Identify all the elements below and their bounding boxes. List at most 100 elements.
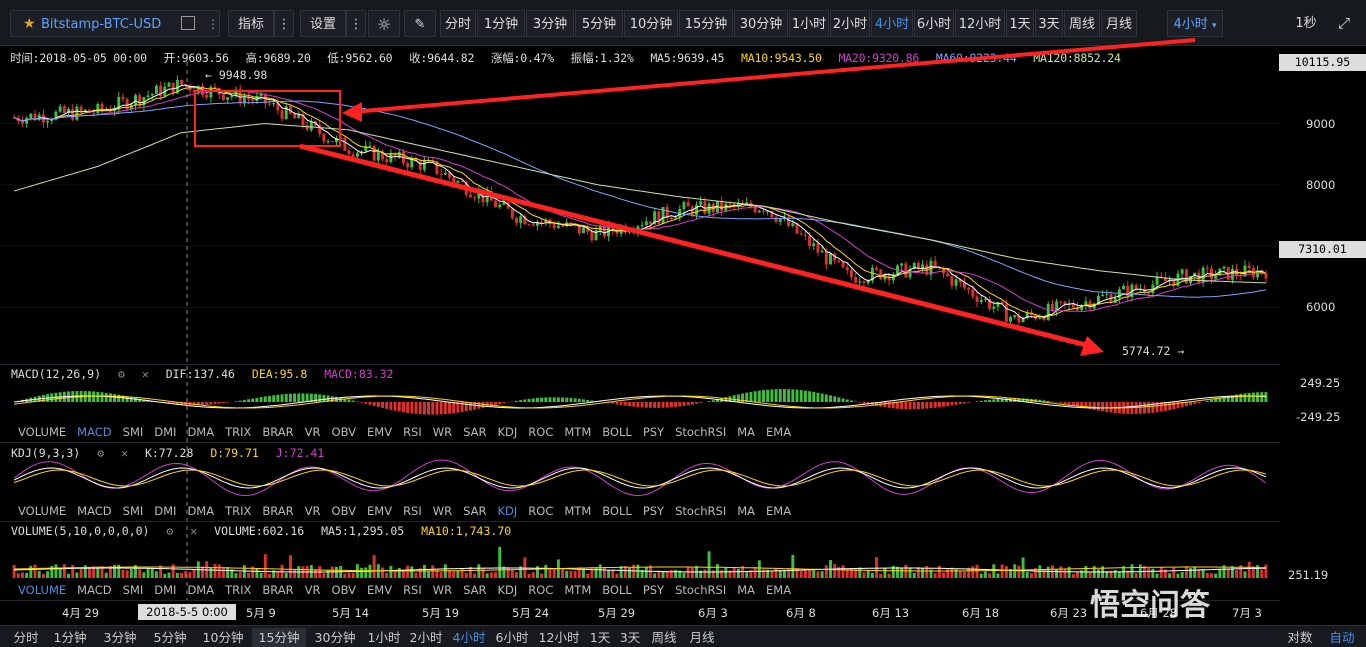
star-icon[interactable]: ★	[23, 16, 36, 32]
settings-more-icon[interactable]: ⋮	[346, 10, 366, 37]
indicator-tab[interactable]: KDJ	[497, 425, 518, 439]
indicator-tab[interactable]: SAR	[463, 504, 487, 518]
indicator-tab[interactable]: VR	[304, 425, 321, 439]
indicator-tab[interactable]: EMV	[367, 583, 393, 597]
refresh-rate[interactable]: 1秒	[1295, 16, 1317, 31]
indicator-tab[interactable]: DMI	[154, 504, 177, 518]
indicator-tab[interactable]: RSI	[403, 504, 422, 518]
close-icon[interactable]: ✕	[141, 367, 149, 381]
indicator-more-icon[interactable]: ⋮	[274, 10, 294, 37]
indicator-tab[interactable]: OBV	[331, 425, 356, 439]
timeframe-7[interactable]: 1小时	[789, 10, 829, 37]
auto-scale-button[interactable]: 自动	[1329, 630, 1355, 645]
indicator-tab[interactable]: BRAR	[262, 504, 294, 518]
bottom-timeframe-1[interactable]: 1分钟	[53, 630, 87, 645]
indicator-tab[interactable]: MA	[737, 504, 756, 518]
indicator-tab[interactable]: MTM	[564, 504, 592, 518]
bottom-timeframe-6[interactable]: 30分钟	[314, 630, 356, 645]
timeframe-4[interactable]: 10分钟	[624, 10, 678, 37]
indicator-tab[interactable]: VOLUME	[18, 583, 67, 597]
bottom-timeframe-11[interactable]: 12小时	[538, 630, 580, 645]
indicator-tab[interactable]: ROC	[528, 583, 554, 597]
indicator-tab[interactable]: WR	[432, 504, 453, 518]
indicator-tab[interactable]: KDJ	[497, 504, 518, 518]
indicator-tab[interactable]: MACD	[77, 583, 112, 597]
timeframe-9[interactable]: 4小时	[871, 10, 913, 37]
indicator-tab[interactable]: EMA	[766, 504, 792, 518]
indicator-tab[interactable]: BRAR	[262, 425, 294, 439]
indicator-tab[interactable]: OBV	[331, 504, 356, 518]
bottom-timeframe-14[interactable]: 周线	[651, 630, 677, 645]
settings-button[interactable]: 设置	[300, 10, 346, 37]
timeframe-1[interactable]: 1分钟	[477, 10, 525, 37]
indicator-tab[interactable]: VOLUME	[18, 504, 67, 518]
indicator-button[interactable]: 指标	[228, 10, 274, 37]
timeframe-5[interactable]: 15分钟	[679, 10, 733, 37]
gear-icon[interactable]: ⚙	[166, 524, 174, 538]
indicator-tab[interactable]: DMA	[187, 425, 215, 439]
close-icon[interactable]: ✕	[190, 524, 198, 538]
indicator-tab[interactable]: SAR	[463, 583, 487, 597]
indicator-tab[interactable]: DMI	[154, 583, 177, 597]
indicator-tab[interactable]: MACD	[77, 425, 112, 439]
timeframe-15[interactable]: 月线	[1101, 10, 1137, 37]
timeframe-3[interactable]: 5分钟	[575, 10, 623, 37]
timeframe-12[interactable]: 1天	[1006, 10, 1034, 37]
indicator-tab[interactable]: MACD	[77, 504, 112, 518]
timeframe-14[interactable]: 周线	[1064, 10, 1100, 37]
indicator-tab[interactable]: DMA	[187, 583, 215, 597]
indicator-tab[interactable]: DMI	[154, 425, 177, 439]
bottom-timeframe-7[interactable]: 1小时	[367, 630, 401, 645]
bottom-timeframe-0[interactable]: 分时	[13, 630, 39, 645]
gear-icon[interactable]: ⚙	[117, 367, 125, 381]
timeframe-11[interactable]: 12小时	[955, 10, 1005, 37]
bottom-timeframe-10[interactable]: 6小时	[495, 630, 529, 645]
fullscreen-icon[interactable]: ⤢	[1337, 14, 1350, 32]
indicator-tab[interactable]: SMI	[122, 583, 144, 597]
indicator-tab[interactable]: WR	[432, 583, 453, 597]
indicator-tab[interactable]: WR	[432, 425, 453, 439]
indicator-tab[interactable]: PSY	[642, 583, 665, 597]
timeframe-8[interactable]: 2小时	[830, 10, 870, 37]
indicator-tab[interactable]: BOLL	[602, 504, 632, 518]
bottom-timeframe-2[interactable]: 3分钟	[103, 630, 137, 645]
indicator-tab[interactable]: SAR	[463, 425, 487, 439]
symbol-selector[interactable]: ★ Bitstamp-BTC-USD ⋮	[10, 10, 220, 37]
gear-icon[interactable]: ⚙	[97, 446, 105, 460]
indicator-tab[interactable]: BRAR	[262, 583, 294, 597]
indicator-tab[interactable]: MA	[737, 583, 756, 597]
indicator-tab[interactable]: RSI	[403, 583, 422, 597]
draw-icon[interactable]: ✎	[404, 10, 436, 37]
log-scale-button[interactable]: 对数	[1287, 630, 1313, 645]
timeframe-dropdown[interactable]: 4小时 ▾	[1167, 10, 1223, 37]
timeframe-13[interactable]: 3天	[1035, 10, 1063, 37]
indicator-tab[interactable]: KDJ	[497, 583, 518, 597]
indicator-tab[interactable]: MA	[737, 425, 756, 439]
indicator-tab[interactable]: BOLL	[602, 425, 632, 439]
timeframe-0[interactable]: 分时	[440, 10, 476, 37]
indicator-tab[interactable]: PSY	[642, 504, 665, 518]
indicator-tab[interactable]: MTM	[564, 425, 592, 439]
indicator-tab[interactable]: StochRSI	[675, 425, 727, 439]
indicator-tab[interactable]: TRIX	[225, 425, 252, 439]
bottom-timeframe-4[interactable]: 10分钟	[202, 630, 244, 645]
indicator-tab[interactable]: ROC	[528, 425, 554, 439]
indicator-tab[interactable]: StochRSI	[675, 504, 727, 518]
indicator-tab[interactable]: EMA	[766, 425, 792, 439]
bottom-timeframe-3[interactable]: 5分钟	[153, 630, 187, 645]
indicator-tab[interactable]: RSI	[403, 425, 422, 439]
theme-icon[interactable]: ☼	[368, 10, 400, 37]
indicator-tab[interactable]: VOLUME	[18, 425, 67, 439]
indicator-tab[interactable]: SMI	[122, 504, 144, 518]
expand-icon[interactable]	[181, 16, 195, 30]
close-icon[interactable]: ✕	[121, 446, 128, 460]
timeframe-10[interactable]: 6小时	[914, 10, 954, 37]
timeframe-6[interactable]: 30分钟	[734, 10, 788, 37]
indicator-tab[interactable]: EMV	[367, 425, 393, 439]
indicator-tab[interactable]: EMA	[766, 583, 792, 597]
bottom-timeframe-8[interactable]: 2小时	[409, 630, 443, 645]
indicator-tab[interactable]: EMV	[367, 504, 393, 518]
indicator-tab[interactable]: PSY	[642, 425, 665, 439]
timeframe-2[interactable]: 3分钟	[526, 10, 574, 37]
